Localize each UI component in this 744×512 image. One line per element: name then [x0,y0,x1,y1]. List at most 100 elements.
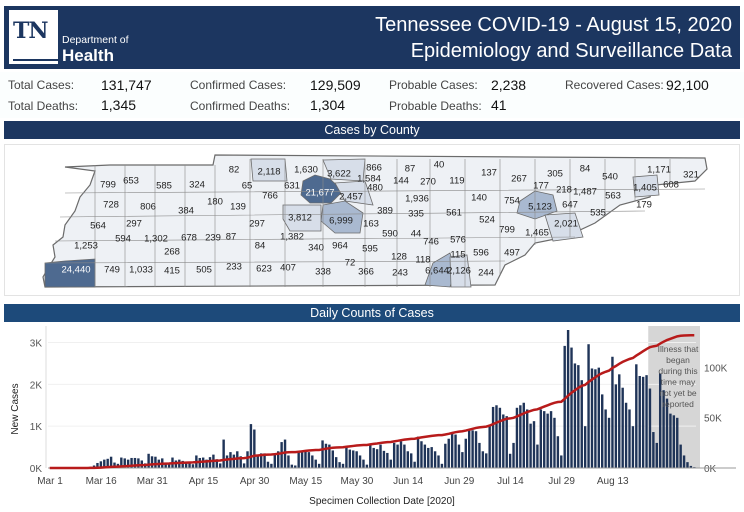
county-label[interactable]: 749 [104,264,120,276]
county-label[interactable]: 119 [449,175,465,187]
county-label[interactable]: 595 [362,243,378,255]
county-label[interactable]: 384 [178,205,194,217]
county-label[interactable]: 139 [230,201,246,213]
county-label[interactable]: 1,253 [74,240,98,252]
bar [624,402,628,468]
county-label[interactable]: 2,021 [554,218,578,230]
county-label[interactable]: 177 [533,180,549,192]
county-label[interactable]: 407 [280,262,296,274]
county-label[interactable]: 338 [315,266,331,278]
county-label[interactable]: 218 [556,184,572,196]
county-label[interactable]: 163 [363,218,379,230]
county-map[interactable]: 799 653 585 324 82 2,118 1,630 3,622 866 87 40 728 8… [4,144,740,296]
county-label[interactable]: 647 [562,199,578,211]
county-label[interactable]: 24,440 [61,264,91,276]
county-label[interactable]: 497 [504,247,520,259]
county-label[interactable]: 239 [205,232,221,244]
county-label[interactable]: 1,171 [647,164,671,176]
county-label[interactable]: 653 [123,175,139,187]
county-label[interactable]: 563 [605,190,621,202]
county-label[interactable]: 340 [308,242,324,254]
county-label[interactable]: 1,465 [525,227,549,239]
county-label[interactable]: 564 [90,220,106,232]
county-label[interactable]: 233 [226,261,242,273]
county-label[interactable]: 179 [636,199,652,211]
county-label[interactable]: 540 [602,171,618,183]
county-label[interactable]: 84 [254,240,266,252]
county-label[interactable]: 799 [100,179,116,191]
county-label[interactable]: 321 [683,169,699,181]
county-label[interactable]: 799 [499,224,515,236]
county-label[interactable]: 590 [382,228,398,240]
bar [686,462,689,468]
county-label[interactable]: 766 [262,190,278,202]
county-label[interactable]: 297 [126,218,142,230]
county-label[interactable]: 623 [256,263,272,275]
county-label[interactable]: 576 [450,234,466,246]
county-label[interactable]: 5,123 [528,201,552,213]
county-label[interactable]: 3,812 [288,212,312,224]
county-label[interactable]: 415 [164,265,180,277]
county-label[interactable]: 40 [433,159,445,171]
county-label[interactable]: 964 [332,240,348,252]
county-label[interactable]: 128 [391,251,407,263]
county-label[interactable]: 608 [663,179,679,191]
county-label[interactable]: 180 [207,196,223,208]
county-label[interactable]: 2,126 [447,265,471,277]
county-label[interactable]: 596 [473,247,489,259]
county-label[interactable]: 1,936 [405,193,429,205]
county-label[interactable]: 6,999 [329,215,353,227]
county-label[interactable]: 746 [423,236,439,248]
county-label[interactable]: 1,405 [633,182,657,194]
county-label[interactable]: 2,118 [257,166,281,178]
county-label[interactable]: 561 [446,207,462,219]
county-label[interactable]: 268 [164,246,180,258]
county-label[interactable]: 585 [156,180,172,192]
county-label[interactable]: 728 [103,199,119,211]
county-label[interactable]: 21,677 [305,187,335,199]
county-label[interactable]: 480 [367,182,383,194]
county-label[interactable]: 87 [225,231,237,243]
county-label[interactable]: 754 [504,195,520,207]
county-label[interactable]: 335 [408,208,424,220]
county-label[interactable]: 6,644 [425,265,449,277]
county-label[interactable]: 270 [420,176,436,188]
county-label[interactable]: 44 [410,228,422,240]
county-label[interactable]: 806 [140,201,156,213]
county-label[interactable]: 505 [196,264,212,276]
county-label[interactable]: 631 [284,180,300,192]
daily-cases-chart[interactable]: 0K 1K 2K 3K 0K 50K 100K Mar 1 Mar 16 Mar 31 Apr 15… [4,322,740,510]
county-label[interactable]: 297 [249,218,265,230]
county-label[interactable]: 82 [228,164,240,176]
bar [525,409,529,468]
county-label[interactable]: 118 [415,254,431,266]
county-label[interactable]: 1,584 [357,173,381,185]
county-label[interactable]: 366 [358,266,374,278]
county-label[interactable]: 84 [579,163,591,175]
county-label[interactable]: 535 [590,207,606,219]
county-label[interactable]: 87 [404,163,416,175]
county-label[interactable]: 524 [479,214,495,226]
county-label[interactable]: 389 [377,205,393,217]
county-label[interactable]: 65 [241,180,253,192]
county-label[interactable]: 244 [478,267,494,279]
county-label[interactable]: 267 [511,173,527,185]
county-label[interactable]: 305 [547,168,563,180]
county-label[interactable]: 3,622 [327,168,351,180]
county-label[interactable]: 2,457 [339,191,363,203]
county-label[interactable]: 324 [189,179,205,191]
county-label[interactable]: 594 [115,233,131,245]
county-label[interactable]: 678 [181,232,197,244]
county-label[interactable]: 1,302 [144,233,168,245]
county-label[interactable]: 866 [366,162,382,174]
county-label[interactable]: 140 [471,192,487,204]
county-label[interactable]: 1,487 [573,186,597,198]
county-label[interactable]: 1,033 [129,264,153,276]
county-label[interactable]: 137 [481,167,497,179]
county-label[interactable]: 1,382 [280,231,304,243]
county-label[interactable]: 115 [450,249,466,261]
county-label[interactable]: 1,630 [294,164,318,176]
county-label[interactable]: 144 [393,175,409,187]
county-label[interactable]: 72 [344,257,356,269]
county-label[interactable]: 243 [392,267,408,279]
